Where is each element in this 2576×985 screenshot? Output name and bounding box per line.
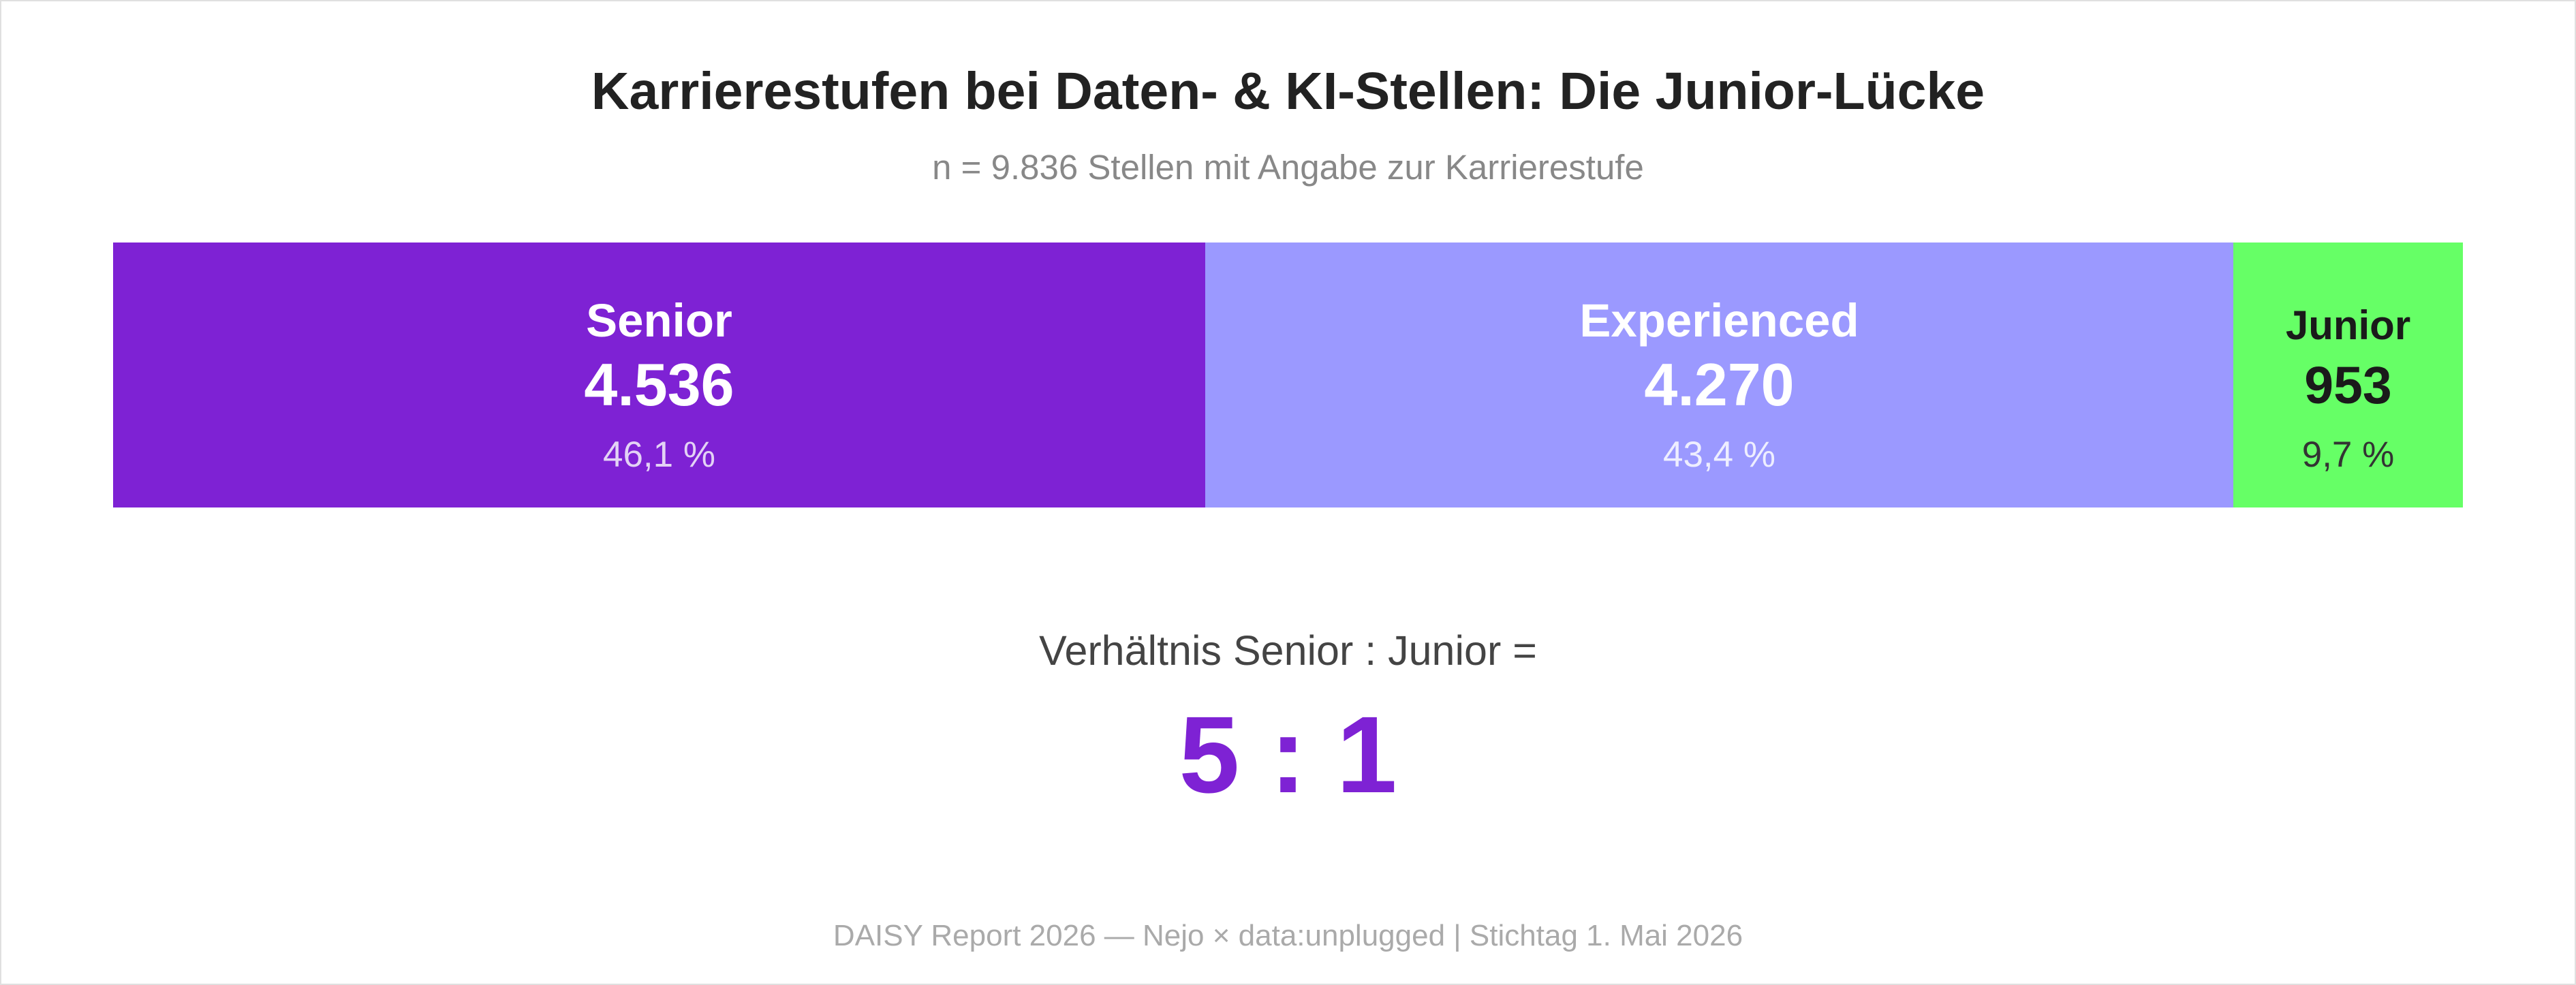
- segment-percent: 46,1 %: [602, 435, 715, 475]
- segment-percent: 9,7 %: [2301, 435, 2395, 475]
- chart-title: Karrierestufen bei Daten- & KI-Stellen: …: [591, 62, 1985, 121]
- bar-segment-experienced: Experienced 4.270 43,4 %: [1205, 243, 2233, 507]
- ratio-value: 5 : 1: [1179, 693, 1397, 815]
- segment-label: Junior: [2285, 302, 2411, 348]
- segment-percent: 43,4 %: [1662, 435, 1775, 475]
- segment-value: 4.270: [1644, 351, 1795, 418]
- stacked-bar: Senior 4.536 46,1 % Experienced 4.270 43,4 % J…: [113, 243, 2463, 507]
- segment-label: Senior: [586, 294, 732, 347]
- segment-value: 4.536: [584, 351, 734, 418]
- footer-source: DAISY Report 2026 — Nejo × data:unplugge…: [833, 919, 1743, 952]
- segment-label: Experienced: [1579, 294, 1859, 347]
- bar-segment-junior: Junior 953 9,7 %: [2233, 243, 2463, 507]
- chart-subtitle: n = 9.836 Stellen mit Angabe zur Karrier…: [932, 148, 1644, 187]
- segment-value: 953: [2304, 356, 2392, 415]
- ratio-label: Verhältnis Senior : Junior =: [1039, 627, 1537, 674]
- bar-segment-senior: Senior 4.536 46,1 %: [113, 243, 1205, 507]
